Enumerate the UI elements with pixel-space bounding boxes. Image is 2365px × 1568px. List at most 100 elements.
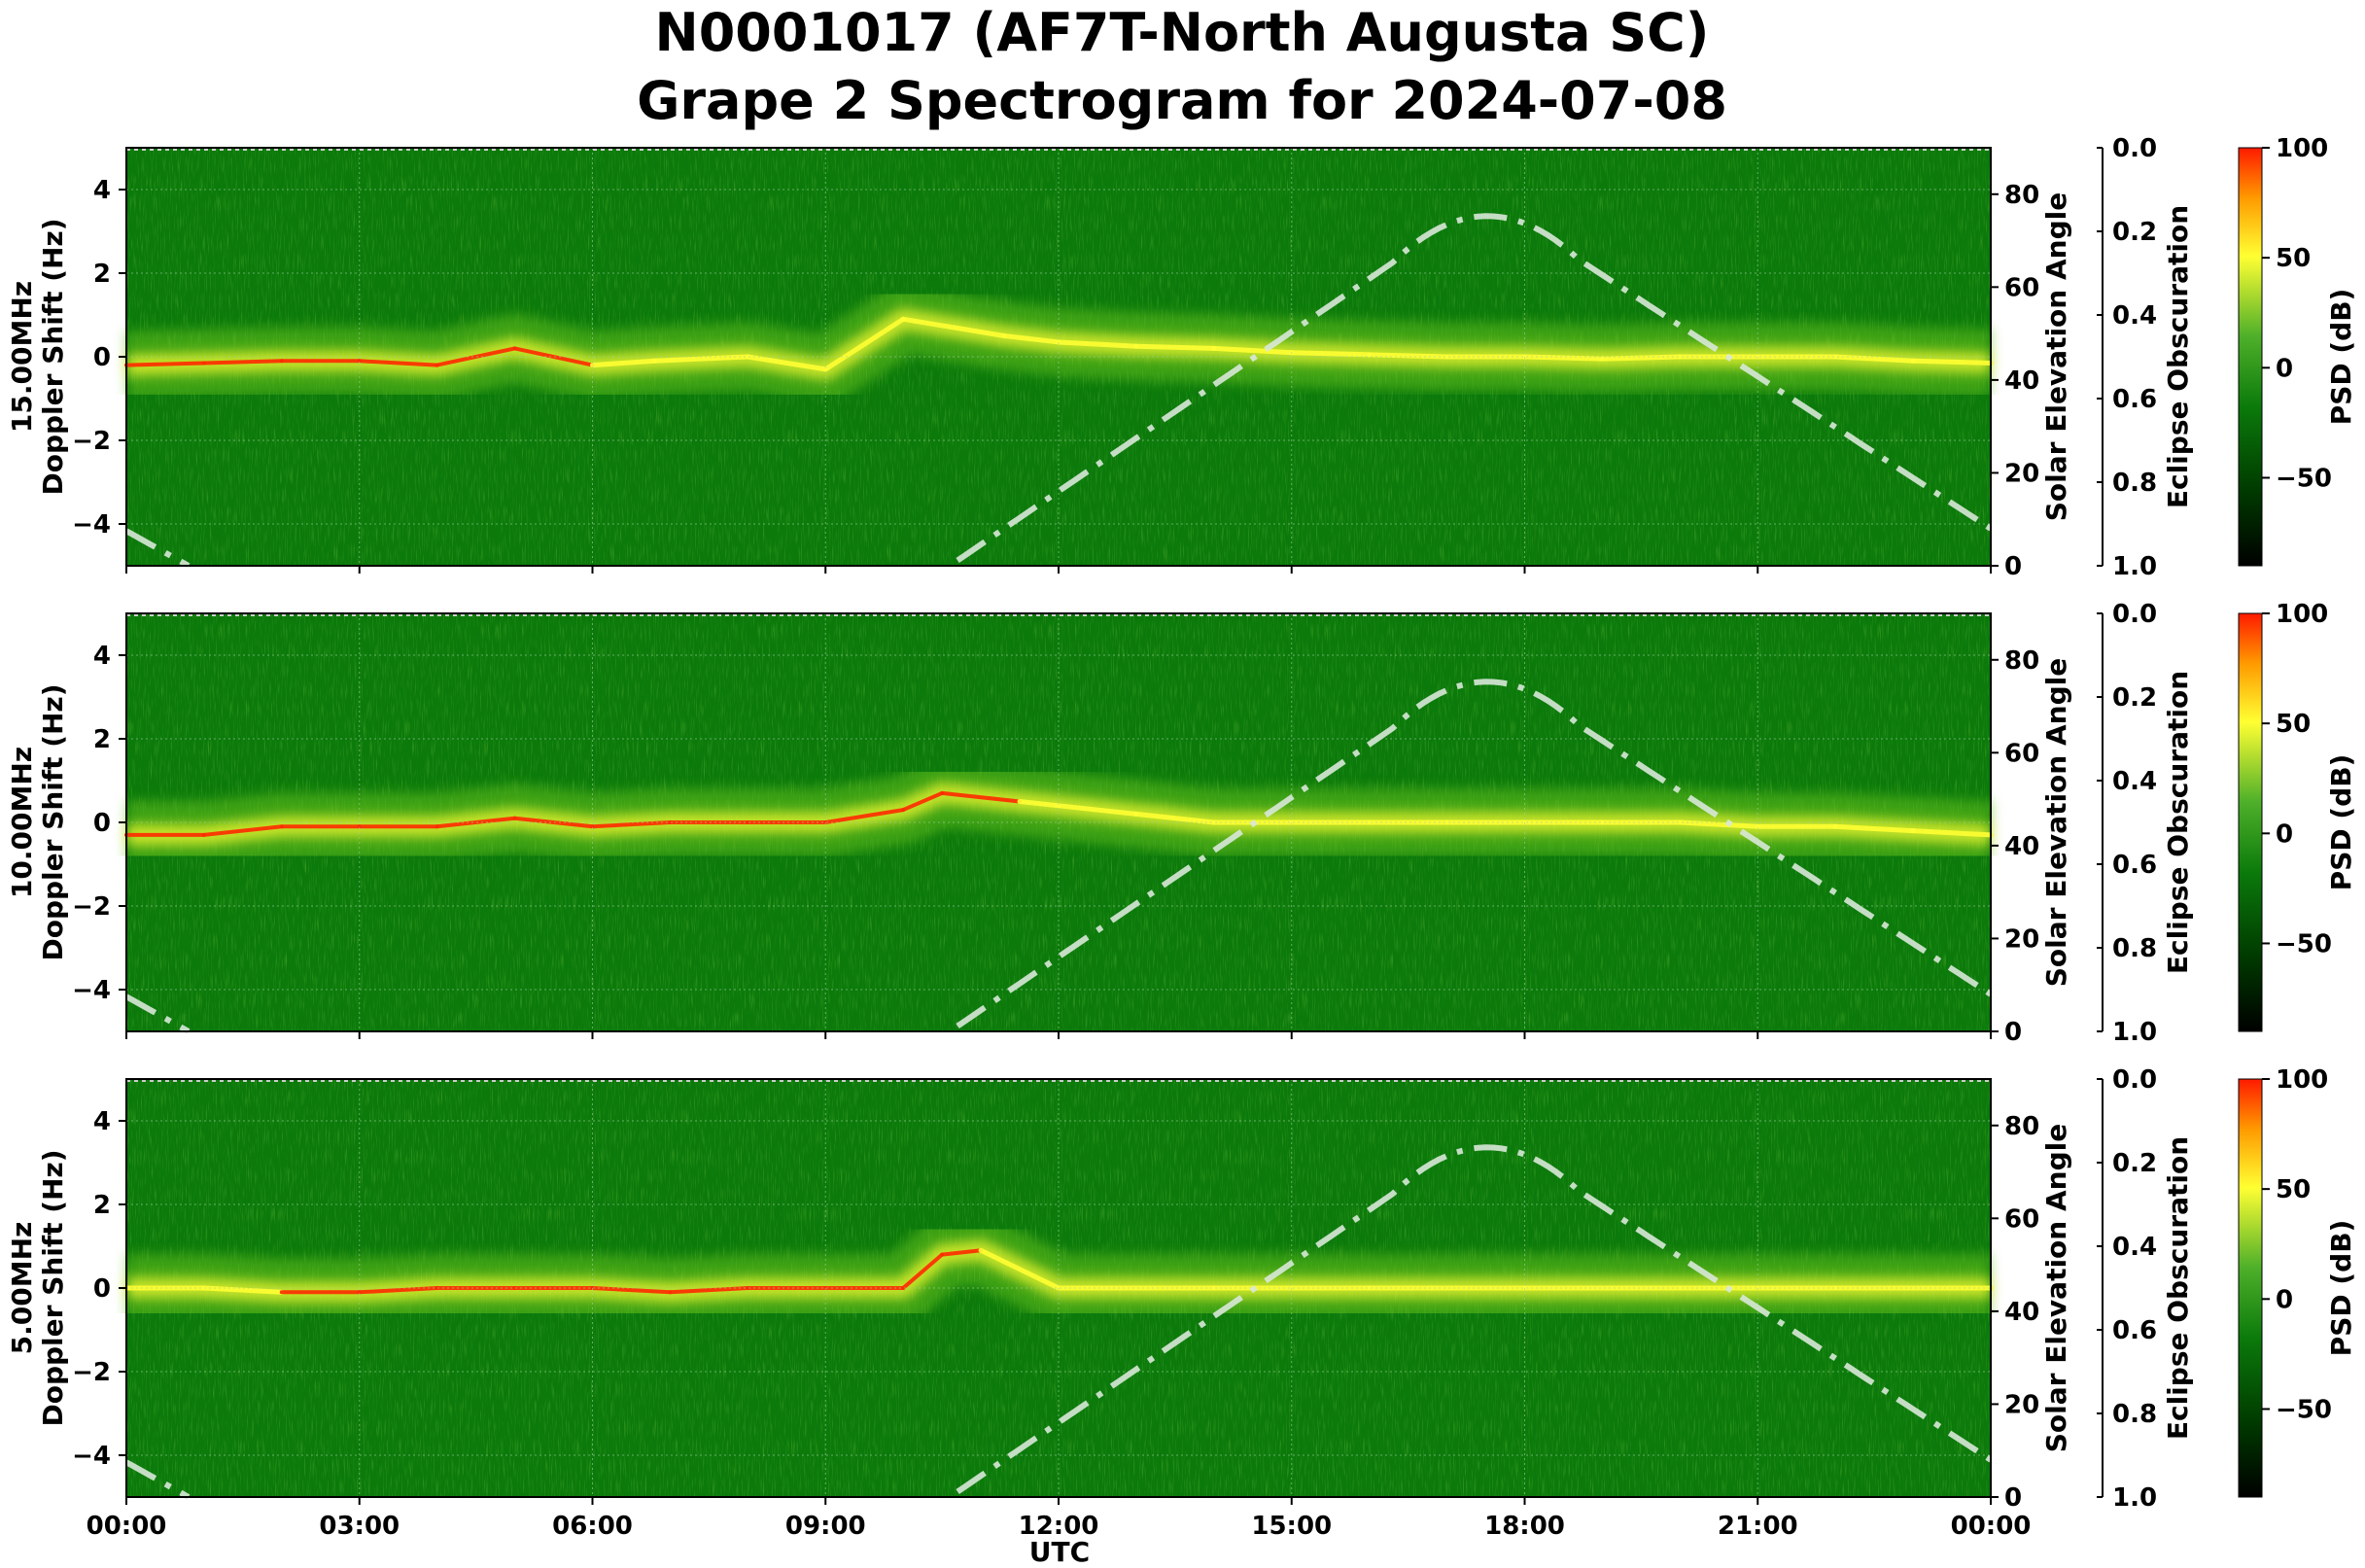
obscuration-tick-label: 0.6 — [2112, 1316, 2157, 1345]
doppler-trace-segment — [1289, 350, 1373, 358]
eclipse-obscuration-axis-label: Eclipse Obscuration — [2162, 1136, 2194, 1440]
doppler-trace-segment — [1832, 354, 1916, 364]
y-tick-label: 4 — [93, 642, 111, 671]
colorbar-tick-label: 50 — [2276, 244, 2311, 273]
eclipse-obscuration-axis-label: Eclipse Obscuration — [2162, 671, 2194, 974]
doppler-trace-segment — [1017, 799, 1061, 809]
doppler-trace-segment — [668, 1286, 750, 1295]
colorbar-tick-label: 0 — [2276, 354, 2293, 383]
obscuration-tick-label: 0.6 — [2112, 851, 2157, 880]
doppler-trace-segment — [1133, 811, 1217, 825]
colorbar-tick-label: 50 — [2276, 710, 2311, 739]
solar-elevation-axis-label: Solar Elevation Angle — [2040, 192, 2072, 521]
obscuration-tick-label: 0.4 — [2112, 767, 2157, 796]
doppler-trace-segment — [512, 816, 595, 829]
frequency-label: 15.00MHz — [6, 281, 38, 433]
doppler-trace-segment — [1133, 343, 1217, 351]
psd-colorbar — [2238, 612, 2263, 1032]
x-tick-label: 06:00 — [552, 1512, 633, 1541]
elevation-tick-label: 60 — [2004, 273, 2039, 302]
x-tick-label: 00:00 — [1951, 1512, 2032, 1541]
figure-title-line-2: Grape 2 Spectrogram for 2024-07-08 — [637, 70, 1727, 131]
obscuration-tick-label: 0.8 — [2112, 1400, 2157, 1429]
y-tick-label: −4 — [72, 976, 111, 1005]
obscuration-tick-label: 0.2 — [2112, 1149, 2157, 1178]
x-tick-label: 18:00 — [1484, 1512, 1565, 1541]
eclipse-obscuration-axis-label: Eclipse Obscuration — [2162, 205, 2194, 508]
psd-colorbar-label: PSD (dB) — [2325, 1220, 2357, 1357]
obscuration-tick-label: 0.0 — [2112, 1065, 2157, 1095]
colorbar-tick-label: 0 — [2276, 819, 2293, 849]
y-tick-label: 2 — [93, 260, 111, 289]
y-tick-label: 0 — [93, 1274, 111, 1304]
x-tick-label: 09:00 — [785, 1512, 866, 1541]
x-tick-label: 12:00 — [1019, 1512, 1099, 1541]
colorbar-tick-label: 100 — [2276, 134, 2328, 163]
y-tick-label: 0 — [93, 809, 111, 838]
elevation-tick-label: 40 — [2004, 1298, 2039, 1327]
elevation-tick-label: 40 — [2004, 366, 2039, 396]
y-axis-label: Doppler Shift (Hz) — [37, 218, 69, 495]
elevation-tick-label: 20 — [2004, 924, 2039, 954]
y-tick-label: −2 — [72, 1358, 111, 1387]
doppler-trace-segment — [201, 824, 284, 837]
x-tick-label: 00:00 — [87, 1512, 167, 1541]
doppler-trace-segment — [978, 1247, 1061, 1291]
psd-colorbar — [2238, 147, 2263, 567]
doppler-trace-segment — [940, 1248, 984, 1257]
doppler-trace-segment — [823, 808, 906, 824]
solar-elevation-curve — [956, 213, 1993, 563]
doppler-trace-segment — [745, 354, 828, 372]
colorbar-tick-label: 0 — [2276, 1285, 2293, 1314]
doppler-trace-segment — [124, 361, 206, 367]
frequency-label: 10.00MHz — [6, 747, 38, 898]
colorbar-tick-label: 50 — [2276, 1175, 2311, 1204]
doppler-trace-segment — [1001, 333, 1061, 345]
y-tick-label: 4 — [93, 1107, 111, 1136]
doppler-trace-segment — [512, 346, 595, 367]
solar-elevation-curve — [956, 679, 1993, 1028]
solar-elevation-curve — [124, 993, 191, 1034]
elevation-tick-label: 0 — [2004, 1018, 2022, 1047]
doppler-trace-segment — [1910, 358, 1994, 366]
doppler-trace-segment — [590, 1286, 673, 1295]
frequency-label: 5.00MHz — [6, 1222, 38, 1355]
obscuration-tick-label: 0.0 — [2112, 134, 2157, 163]
obscuration-tick-label: 1.0 — [2112, 1018, 2157, 1047]
elevation-tick-label: 60 — [2004, 739, 2039, 768]
doppler-trace-segment — [1211, 345, 1295, 356]
panel-1000MHz: −4 −2 0 2 4 10.00MHz Doppler Shift (Hz) 0 20 40 60… — [6, 600, 2357, 1047]
colorbar-tick-label: 100 — [2276, 1065, 2328, 1095]
y-axis-label: Doppler Shift (Hz) — [37, 683, 69, 960]
obscuration-tick-label: 1.0 — [2112, 1483, 2157, 1513]
y-tick-label: 2 — [93, 725, 111, 754]
obscuration-tick-label: 0.2 — [2112, 218, 2157, 247]
x-tick-label: 21:00 — [1718, 1512, 1798, 1541]
solar-elevation-axis-label: Solar Elevation Angle — [2040, 658, 2072, 987]
panel-500MHz: −4 −2 0 2 4 5.00MHz Doppler Shift (Hz) 0 20 40 60 8… — [6, 1065, 2357, 1541]
doppler-trace-segment — [201, 359, 284, 366]
y-tick-label: 4 — [93, 176, 111, 205]
doppler-trace-segment — [201, 1285, 285, 1295]
figure-title-line-1: N0001017 (AF7T-North Augusta SC) — [655, 2, 1710, 63]
doppler-trace-segment — [590, 358, 657, 368]
elevation-tick-label: 80 — [2004, 646, 2039, 676]
doppler-trace-segment — [940, 790, 1023, 804]
obscuration-tick-label: 0.0 — [2112, 600, 2157, 629]
elevation-tick-label: 80 — [2004, 1112, 2039, 1141]
obscuration-tick-label: 1.0 — [2112, 552, 2157, 581]
doppler-trace-segment — [1677, 819, 1760, 829]
y-tick-label: −2 — [72, 427, 111, 456]
colorbar-tick-label: −50 — [2276, 929, 2332, 958]
elevation-tick-label: 60 — [2004, 1204, 2039, 1234]
colorbar-tick-label: −50 — [2276, 1395, 2332, 1424]
y-tick-label: −4 — [72, 1442, 111, 1471]
elevation-tick-label: 20 — [2004, 459, 2039, 488]
solar-elevation-curve — [956, 1144, 1993, 1494]
solar-elevation-axis-label: Solar Elevation Angle — [2040, 1124, 2072, 1452]
obscuration-tick-label: 0.2 — [2112, 683, 2157, 713]
x-axis-label: UTC — [1029, 1536, 1090, 1568]
elevation-tick-label: 0 — [2004, 552, 2022, 581]
colorbar-tick-label: −50 — [2276, 464, 2332, 493]
